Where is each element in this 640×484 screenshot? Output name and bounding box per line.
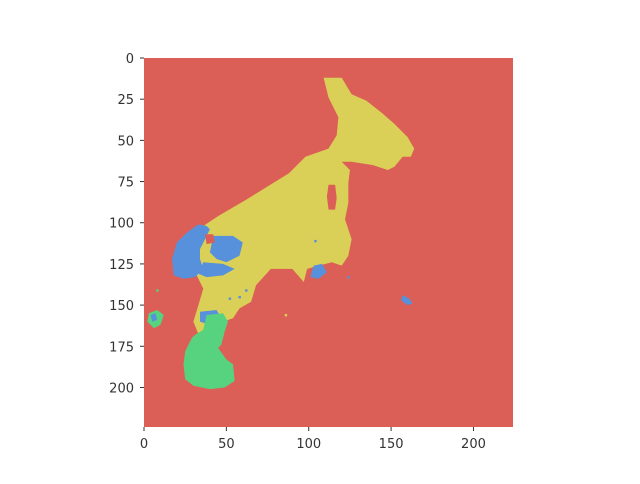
segment-region-class-2 [183, 313, 235, 390]
segment-speck-class-3 [245, 289, 248, 292]
y-tick-label: 50 [117, 134, 134, 149]
segment-region-class-0 [205, 234, 215, 245]
y-axis: 0 25 50 75 100 125 150 175 200 [109, 52, 144, 396]
x-tick-label: 50 [218, 437, 235, 452]
y-tick-label: 100 [109, 217, 134, 232]
segment-speck-class-3 [238, 295, 241, 299]
y-tick-label: 150 [109, 299, 134, 314]
y-tick-label: 25 [117, 93, 134, 108]
x-tick-label: 200 [461, 437, 486, 452]
y-tick-label: 175 [109, 340, 134, 355]
segment-region-class-3 [401, 295, 413, 306]
segment-region-class-3 [172, 224, 210, 279]
segment-region-class-3 [198, 262, 235, 278]
segment-region-class-3 [310, 263, 327, 279]
segment-speck-class-3 [228, 297, 232, 300]
x-tick-label: 150 [379, 437, 404, 452]
segment-speck-class-3 [347, 276, 350, 279]
y-tick-label: 75 [117, 176, 134, 191]
x-tick-label: 100 [296, 437, 321, 452]
segment-speck-class-2 [156, 289, 159, 292]
segment-speck-class-1 [284, 314, 288, 317]
segment-region-class-0 [326, 184, 337, 210]
y-tick-label: 0 [126, 52, 134, 67]
segmentation-regions [147, 77, 415, 390]
segment-speck-class-3 [314, 239, 317, 243]
x-axis: 0 50 100 150 200 [140, 427, 486, 452]
y-tick-label: 125 [109, 258, 134, 273]
y-tick-label: 200 [109, 381, 134, 396]
segment-region-class-3 [209, 235, 243, 263]
segment-region-class-1 [183, 77, 415, 339]
segment-region-class-3 [150, 313, 158, 322]
x-tick-label: 0 [140, 437, 148, 452]
